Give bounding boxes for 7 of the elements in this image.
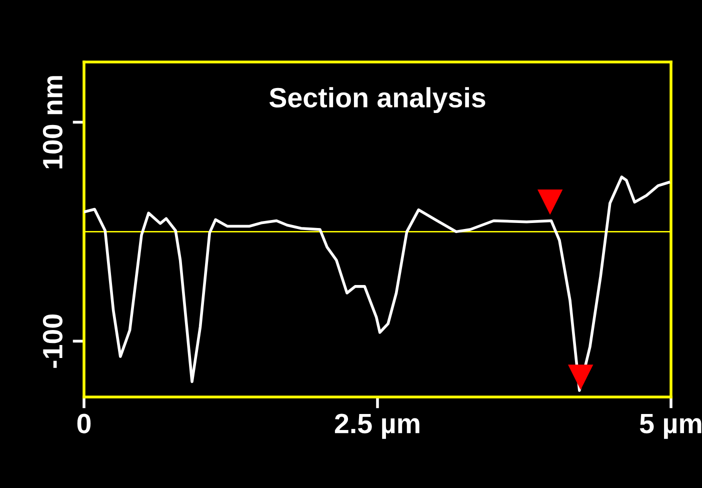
x-tick-label: 2.5 µm: [334, 414, 420, 439]
line-series: [84, 176, 670, 392]
x-tick-label: 5 µm: [640, 414, 702, 439]
y-tick-label: 100 nm: [42, 76, 63, 168]
text: Section analysis: [269, 87, 486, 114]
x-tick-label: 0: [77, 414, 91, 434]
y-tick-label: -100: [42, 314, 63, 368]
